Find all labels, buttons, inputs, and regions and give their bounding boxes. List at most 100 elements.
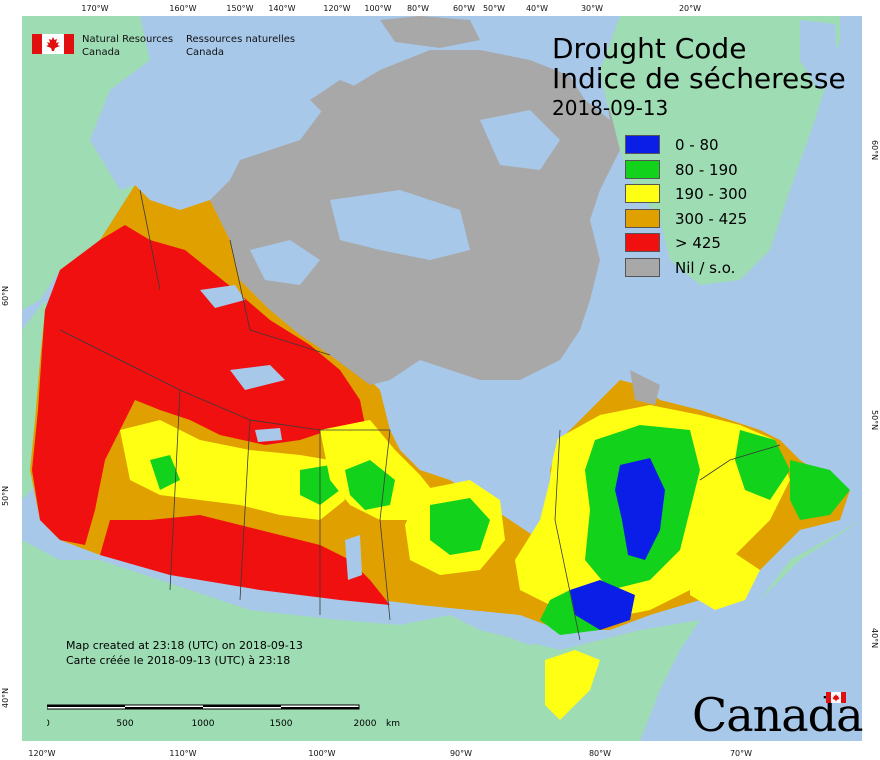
border-manitoba-ontario bbox=[379, 429, 391, 621]
lat-label-right: 60°N bbox=[870, 140, 879, 161]
border-bc-alberta bbox=[169, 389, 181, 591]
lat-label-right: 40°N bbox=[870, 628, 879, 649]
region-80-190-ontario-east bbox=[540, 590, 600, 635]
lon-label-top: 60°W bbox=[452, 4, 476, 13]
lon-label-bottom: 70°W bbox=[729, 749, 753, 758]
region-0-80-quebec bbox=[615, 458, 665, 560]
region-190-300-maritimes bbox=[690, 550, 760, 610]
lat-label-left: 50°N bbox=[1, 485, 10, 506]
lon-label-top: 150°W bbox=[226, 4, 254, 13]
great-bear-lake bbox=[200, 285, 245, 308]
legend-swatch bbox=[625, 208, 660, 228]
legend-label: 80 - 190 bbox=[675, 160, 738, 179]
island-labrador-north bbox=[630, 370, 660, 405]
legend-swatch bbox=[625, 233, 660, 252]
lon-label-top: 160°W bbox=[169, 4, 197, 13]
lat-label-left: 40°N bbox=[1, 687, 10, 708]
border-alberta-sask bbox=[239, 419, 251, 601]
legend-swatch bbox=[625, 184, 660, 203]
agency-fr-line2: Canada bbox=[186, 47, 225, 58]
map-date: 2018-09-13 bbox=[552, 96, 669, 120]
border-quebec-labrador bbox=[699, 444, 781, 481]
region-190-300-south-ontario bbox=[545, 650, 600, 720]
drought-code-map bbox=[22, 16, 862, 741]
lat-label-left: 60°N bbox=[1, 285, 10, 306]
lon-label-top: 80°W bbox=[406, 4, 430, 13]
canada-flag-icon bbox=[32, 34, 74, 54]
lon-label-top: 20°W bbox=[678, 4, 702, 13]
scale-bar-segment bbox=[125, 707, 203, 709]
lon-label-top: 120°W bbox=[323, 4, 351, 13]
border-yukon-nwt bbox=[139, 189, 161, 291]
scale-bar-segment bbox=[47, 705, 125, 707]
legend-label: 190 - 300 bbox=[675, 185, 748, 203]
scale-label: 0 bbox=[47, 719, 50, 729]
border-nunavut bbox=[229, 239, 331, 356]
region-80-190-ontario bbox=[430, 498, 490, 555]
scale-bar-segment bbox=[203, 705, 281, 707]
legend-swatch bbox=[625, 159, 660, 179]
scale-label: 2000 bbox=[354, 719, 377, 729]
agency-fr-line1: Ressources naturelles bbox=[186, 34, 296, 45]
agency-en: Natural Resources Canada bbox=[82, 33, 173, 59]
border-ontario-quebec bbox=[554, 429, 581, 641]
arctic-channel bbox=[330, 190, 470, 260]
island-ellesmere bbox=[380, 16, 480, 48]
legend-label: > 425 bbox=[675, 234, 721, 252]
lake-athabasca bbox=[255, 428, 282, 442]
scale-unit: km bbox=[386, 719, 400, 729]
lon-label-top: 40°W bbox=[525, 4, 549, 13]
legend-swatch bbox=[625, 135, 660, 154]
region-190-300-prairies bbox=[120, 420, 345, 520]
scale-label: 1000 bbox=[192, 719, 215, 729]
region-0-80-south-quebec bbox=[570, 580, 635, 630]
baffin-channel bbox=[480, 110, 560, 170]
lon-label-top: 30°W bbox=[580, 4, 604, 13]
map-title-fr: Indice de sécheresse bbox=[552, 62, 846, 95]
region-80-190-newfoundland bbox=[790, 460, 850, 520]
lon-label-bottom: 110°W bbox=[169, 749, 197, 758]
great-slave-lake bbox=[230, 365, 285, 390]
credit-fr: Carte créée le 2018-09-13 (UTC) à 23:18 bbox=[66, 654, 291, 667]
lake-winnipeg bbox=[345, 535, 362, 580]
lon-label-top: 170°W bbox=[81, 4, 109, 13]
lon-label-bottom: 80°W bbox=[588, 749, 612, 758]
lon-label-bottom: 90°W bbox=[449, 749, 473, 758]
land-alaska bbox=[22, 16, 150, 310]
legend-swatch bbox=[625, 257, 660, 277]
border-60n bbox=[179, 389, 390, 431]
hudson-bay bbox=[385, 365, 575, 520]
land-usa bbox=[22, 520, 862, 741]
scale-bar: 0 500 1000 1500 2000 km bbox=[47, 704, 400, 729]
greenland-ocean-gap bbox=[800, 20, 838, 90]
agency-en-line2: Canada bbox=[82, 47, 121, 58]
lon-label-top: 100°W bbox=[364, 4, 392, 13]
scale-label: 1500 bbox=[270, 719, 293, 729]
region-over-425-west bbox=[32, 225, 365, 545]
scale-bar-segment bbox=[281, 707, 359, 709]
border-bc-yukon bbox=[59, 329, 181, 391]
credit-en: Map created at 23:18 (UTC) on 2018-09-13 bbox=[66, 639, 303, 652]
lon-label-top: 50°W bbox=[482, 4, 506, 13]
legend-label: 300 - 425 bbox=[675, 209, 748, 228]
lat-label-right: 50°N bbox=[870, 410, 879, 431]
legend-label: 0 - 80 bbox=[675, 136, 719, 154]
legend-label: Nil / s.o. bbox=[675, 258, 736, 277]
map-title-en: Drought Code bbox=[552, 32, 747, 65]
region-80-190-labrador bbox=[735, 430, 790, 500]
lon-label-top: 140°W bbox=[268, 4, 296, 13]
scale-label: 500 bbox=[116, 719, 133, 729]
atlantic-ocean bbox=[640, 520, 862, 741]
baffin-bay bbox=[560, 16, 620, 120]
map-title-block: Drought Code Indice de sécheresse 2018-0… bbox=[552, 34, 846, 122]
lon-label-bottom: 100°W bbox=[308, 749, 336, 758]
agency-fr: Ressources naturelles Canada bbox=[186, 33, 295, 59]
provincial-borders bbox=[59, 189, 781, 641]
map-credit: Map created at 23:18 (UTC) on 2018-09-13… bbox=[66, 638, 303, 668]
map-canvas bbox=[22, 16, 862, 741]
wordmark-flag-icon bbox=[826, 692, 846, 703]
island-no-data bbox=[310, 80, 365, 120]
lon-label-bottom: 120°W bbox=[28, 749, 56, 758]
land-greenland bbox=[600, 16, 840, 285]
